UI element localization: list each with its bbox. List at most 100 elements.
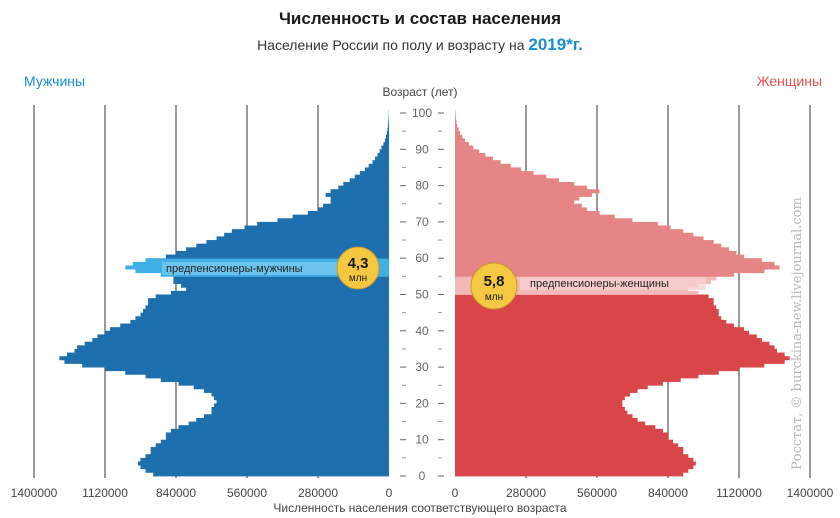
bar-men bbox=[211, 392, 389, 397]
x-tick-label: 560000 bbox=[227, 486, 267, 500]
bar-women bbox=[455, 120, 457, 125]
bar-women bbox=[455, 363, 765, 368]
bar-men bbox=[188, 421, 389, 426]
bar-men bbox=[325, 192, 389, 197]
bar-women bbox=[455, 156, 494, 161]
bars bbox=[59, 109, 790, 477]
bar-women bbox=[455, 221, 658, 226]
bar-women bbox=[455, 138, 466, 143]
bar-men bbox=[385, 134, 389, 139]
age-tick-label: 80 bbox=[415, 179, 429, 193]
women-badge-unit: млн bbox=[485, 292, 503, 303]
x-tick-label: 1120000 bbox=[82, 486, 128, 500]
bar-women bbox=[455, 432, 668, 437]
bar-men bbox=[97, 334, 390, 339]
bar-men bbox=[145, 258, 389, 263]
bar-men bbox=[165, 432, 389, 437]
bar-men bbox=[383, 142, 389, 147]
bar-women bbox=[455, 207, 587, 212]
bar-women bbox=[455, 374, 699, 379]
chart-subtitle: Население России по полу и возрасту на 2… bbox=[257, 35, 583, 54]
bar-men bbox=[375, 156, 389, 161]
bar-women bbox=[455, 127, 459, 132]
bar-men bbox=[74, 348, 390, 353]
bar-men bbox=[145, 468, 389, 473]
bar-men bbox=[105, 330, 389, 335]
bar-women bbox=[455, 457, 694, 462]
bar-men bbox=[354, 174, 389, 179]
bar-women bbox=[455, 396, 625, 401]
bar-women bbox=[455, 425, 656, 430]
bar-women bbox=[455, 163, 511, 168]
bar-men bbox=[307, 211, 389, 216]
bar-women bbox=[455, 116, 457, 121]
bar-men bbox=[84, 341, 389, 346]
bar-women bbox=[455, 247, 729, 252]
bar-men bbox=[214, 403, 389, 408]
bar-women bbox=[455, 356, 790, 361]
bar-men bbox=[178, 425, 389, 430]
bar-men bbox=[64, 359, 389, 364]
bar-men bbox=[203, 388, 389, 393]
bar-women bbox=[455, 316, 722, 321]
bar-men bbox=[186, 287, 389, 292]
men-annotation-text: предпенсионеры-мужчины bbox=[166, 263, 303, 275]
bar-women bbox=[455, 189, 600, 194]
bar-women bbox=[455, 388, 638, 393]
bar-women bbox=[455, 345, 775, 350]
bar-men bbox=[186, 247, 389, 252]
bar-women bbox=[455, 443, 679, 448]
bar-women bbox=[455, 160, 501, 165]
bar-men bbox=[145, 374, 389, 379]
bar-women bbox=[455, 309, 719, 314]
bar-men bbox=[66, 352, 389, 357]
bar-men bbox=[148, 301, 389, 306]
bar-women bbox=[455, 414, 633, 419]
bar-men bbox=[196, 417, 389, 422]
x-axis-label: Численность населения соответствующего в… bbox=[273, 501, 567, 515]
bar-men bbox=[110, 327, 390, 332]
bar-women bbox=[455, 171, 534, 176]
bar-men bbox=[330, 200, 389, 205]
bar-women bbox=[455, 196, 580, 201]
bar-women bbox=[455, 185, 587, 190]
bar-women bbox=[455, 450, 684, 455]
bar-women bbox=[455, 301, 714, 306]
x-tick-label: 1120000 bbox=[716, 486, 762, 500]
x-tick-label: 1400000 bbox=[787, 486, 834, 500]
bar-women bbox=[455, 338, 762, 343]
bar-women bbox=[455, 203, 582, 208]
bar-men bbox=[368, 163, 389, 168]
bar-women bbox=[455, 142, 469, 147]
bar-men bbox=[137, 461, 389, 466]
bar-men bbox=[140, 312, 389, 317]
bar-women bbox=[455, 145, 474, 150]
bar-men bbox=[170, 428, 389, 433]
bar-men bbox=[105, 367, 389, 372]
bar-men bbox=[364, 167, 389, 172]
bar-men bbox=[165, 254, 389, 259]
bar-women bbox=[455, 468, 689, 473]
bar-men bbox=[176, 250, 389, 255]
bar-women bbox=[455, 152, 486, 157]
bar-men bbox=[318, 207, 389, 212]
bar-men bbox=[359, 171, 389, 176]
bar-men bbox=[130, 319, 389, 324]
bar-women bbox=[455, 294, 709, 299]
bar-men bbox=[143, 309, 389, 314]
women-badge-value: 5,8 bbox=[484, 273, 505, 290]
bar-women bbox=[455, 232, 694, 237]
women-label: Женщины bbox=[757, 73, 822, 89]
bar-women bbox=[455, 436, 668, 441]
bar-men bbox=[181, 283, 389, 288]
subtitle-text: Население России по полу и возрасту на bbox=[257, 37, 528, 53]
bar-men bbox=[155, 443, 389, 448]
bar-women bbox=[455, 131, 461, 136]
bar-women bbox=[455, 327, 745, 332]
x-tick-label: 0 bbox=[452, 486, 459, 500]
bar-men bbox=[330, 196, 389, 201]
bar-men bbox=[173, 276, 389, 281]
bar-women bbox=[455, 305, 717, 310]
bar-women bbox=[455, 298, 714, 303]
age-axis-label: Возраст (лет) bbox=[383, 85, 458, 99]
